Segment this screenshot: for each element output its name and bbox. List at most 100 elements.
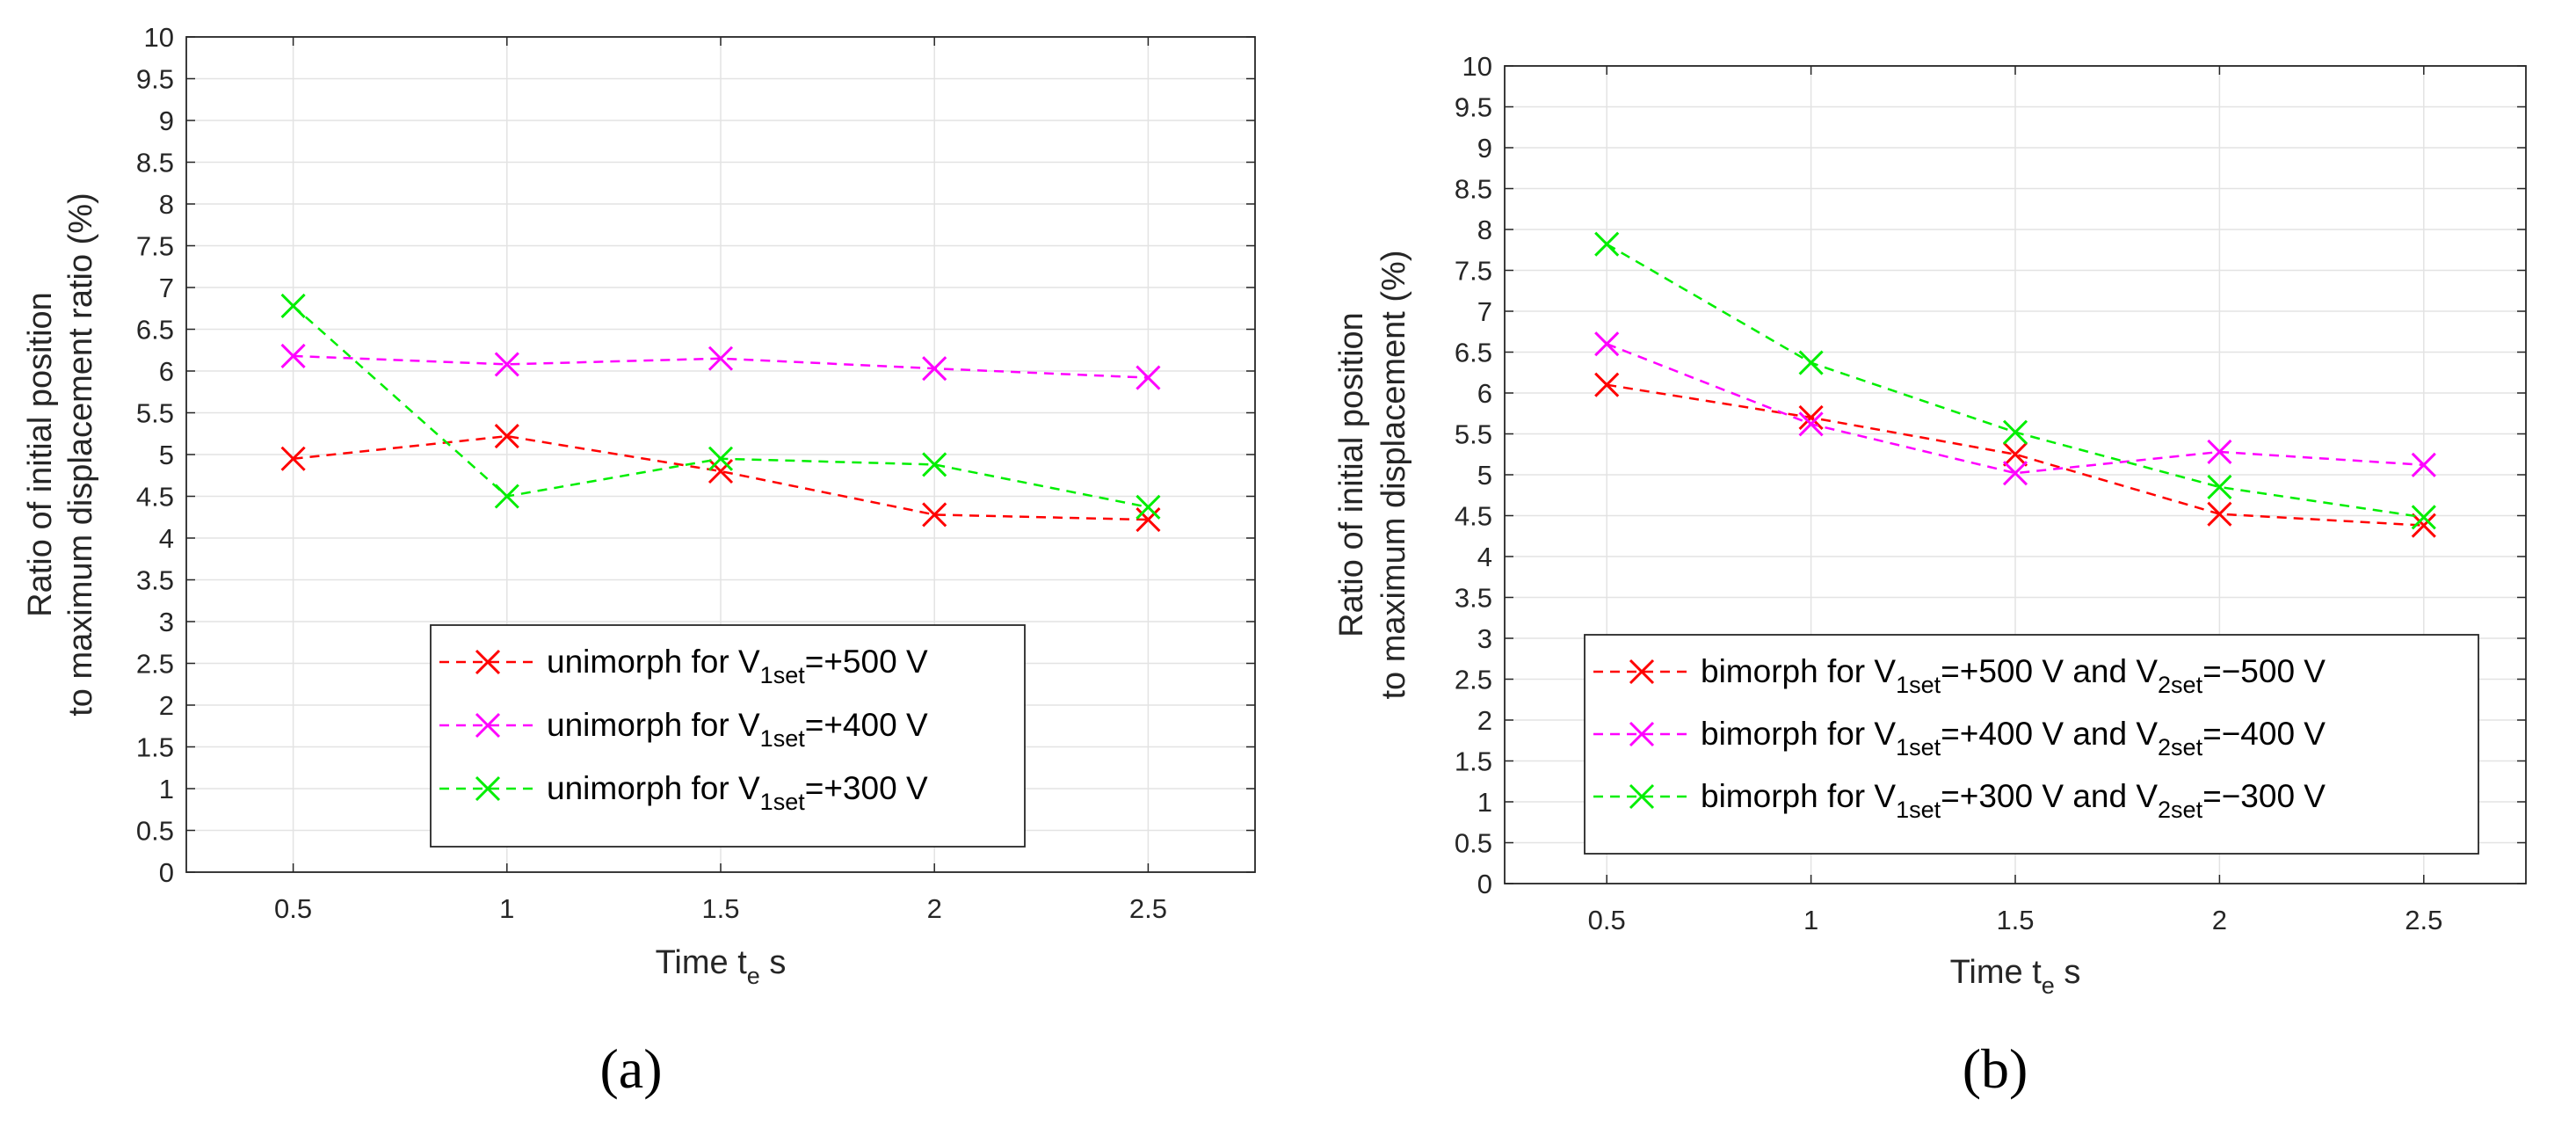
legend-text: =+400 V and V (1941, 716, 2158, 752)
legend-marker (475, 649, 501, 675)
y-tick-label: 1 (1477, 787, 1492, 818)
y-tick-label: 10 (144, 22, 174, 53)
legend-text: unimorph for V (547, 644, 760, 680)
data-point (2207, 439, 2232, 465)
y-axis-label-line1: Ratio of initial position (1333, 312, 1370, 637)
legend-subscript: 2set (2158, 734, 2203, 760)
y-axis: 0 0.5 1 1.5 2 2.5 3 3.5 4 4.5 5 5.5 6 6.5 7 7.5 8 8.5 9 9.5… (1455, 51, 2526, 899)
series-line (1606, 343, 2424, 475)
x-tick-label: 1.5 (1996, 905, 2034, 935)
y-tick-label: 3.5 (1455, 583, 1492, 614)
legend-subscript: 1set (760, 725, 806, 752)
y-tick-label: 3 (1477, 623, 1492, 654)
data-point (922, 452, 947, 477)
data-point (494, 352, 519, 377)
legend-text: =−400 V (2202, 716, 2326, 752)
y-tick-label: 0 (159, 857, 174, 888)
y-tick-label: 8.5 (1455, 174, 1492, 205)
data-point (2411, 513, 2436, 538)
chart-a: 0 0.5 1 1.5 2 2.5 3 3.5 4 4.5 5 5.5 6 6.5 7 7.5 8 8.5 9 9.5… (22, 22, 1256, 1100)
y-tick-label: 5 (1477, 460, 1492, 491)
x-tick-label: 0.5 (1588, 905, 1626, 935)
data-point (2411, 505, 2436, 530)
y-tick-label: 0 (1477, 869, 1492, 899)
legend-marker (1629, 783, 1655, 810)
data-point (707, 458, 734, 484)
y-tick-label: 8 (1477, 215, 1492, 245)
x-axis-label-unit: s (2055, 954, 2081, 991)
data-point (2411, 452, 2436, 477)
data-point (1594, 231, 1620, 257)
data-point (1798, 404, 1824, 430)
y-axis-label-line1: Ratio of initial position (22, 292, 59, 617)
data-point (922, 356, 947, 382)
x-axis-label-subscript: e (2042, 972, 2055, 999)
x-tick-label: 1 (1803, 905, 1818, 935)
series-line (293, 354, 1149, 379)
series-2 (1594, 331, 2436, 486)
y-tick-label: 2.5 (1455, 665, 1492, 695)
x-tick-label: 0.5 (274, 893, 312, 924)
legend-marker (475, 712, 501, 739)
y-tick-label: 1.5 (136, 732, 174, 763)
legend-subscript: 1set (760, 662, 806, 688)
y-tick-label: 4 (1477, 542, 1492, 572)
y-tick-label: 0.5 (1455, 828, 1492, 859)
series-1 (280, 424, 1161, 533)
legend-text: unimorph for V (547, 707, 760, 743)
legend-text: =−300 V (2202, 778, 2326, 814)
x-tick-label: 2.5 (2405, 905, 2442, 935)
x-axis: 0.5 1 1.5 2 2.5 (274, 37, 1167, 924)
y-tick-label: 0.5 (136, 816, 174, 847)
legend-label: bimorph for V1set=+400 V and V2set=−400 … (1701, 716, 2326, 760)
series-line (1607, 383, 2424, 527)
legend-text: =+400 V (805, 707, 928, 743)
x-tick-label: 2 (2212, 905, 2227, 935)
y-tick-label: 7.5 (136, 231, 174, 262)
y-tick-label: 8 (159, 189, 174, 220)
y-tick-label: 9.5 (1455, 92, 1492, 123)
y-axis: 0 0.5 1 1.5 2 2.5 3 3.5 4 4.5 5 5.5 6 6.5 7 7.5 8 8.5 9 9.5… (136, 22, 1255, 888)
y-tick-label: 5.5 (136, 398, 174, 429)
y-tick-label: 6.5 (1455, 338, 1492, 368)
x-axis-label-text: Time t (1950, 954, 2043, 991)
x-tick-label: 2.5 (1129, 893, 1167, 924)
y-tick-label: 1.5 (1455, 746, 1492, 777)
series-3 (280, 293, 1161, 520)
series-line (293, 434, 1149, 521)
series-2 (280, 343, 1161, 390)
y-tick-label: 9.5 (136, 64, 174, 95)
data-point (707, 346, 734, 371)
y-tick-label: 4.5 (136, 482, 174, 513)
panel-label: (b) (1963, 1037, 2028, 1100)
data-point (2207, 501, 2232, 527)
y-axis-label-line2: to maximum displacement ratio (%) (62, 193, 99, 717)
chart-b: 0 0.5 1 1.5 2 2.5 3 3.5 4 4.5 5 5.5 6 6.5 7 7.5 8 8.5 9 9.5… (1333, 51, 2527, 1100)
data-point (707, 446, 734, 471)
legend-text: bimorph for V (1701, 716, 1896, 752)
x-tick-label: 1.5 (701, 893, 739, 924)
data-point (1136, 507, 1161, 533)
y-tick-label: 4 (159, 523, 174, 554)
legend-text: bimorph for V (1701, 778, 1896, 814)
legend-marker (1629, 659, 1655, 685)
y-tick-label: 8.5 (136, 148, 174, 178)
y-tick-label: 1 (159, 774, 174, 804)
data-point (1594, 372, 1620, 397)
legend-text: =+500 V and V (1941, 653, 2158, 689)
grid (186, 36, 1255, 873)
data-point (1136, 365, 1161, 390)
y-tick-label: 4.5 (1455, 501, 1492, 532)
y-tick-label: 5 (159, 440, 174, 470)
data-point (280, 446, 306, 471)
data-point (2002, 419, 2028, 445)
legend-text: =+500 V (805, 644, 928, 680)
data-point (494, 424, 519, 449)
y-tick-label: 6 (1477, 378, 1492, 409)
legend-text: =+300 V (805, 770, 928, 806)
legend-subscript: 1set (760, 789, 806, 815)
legend-subscript: 1set (1896, 797, 1941, 823)
legend-label: bimorph for V1set=+500 V and V2set=−500 … (1701, 653, 2326, 698)
